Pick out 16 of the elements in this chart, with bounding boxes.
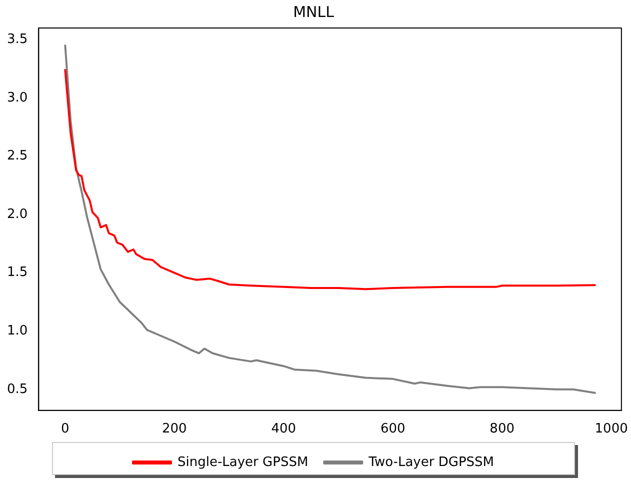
y-tick-label: 0.5 [6,382,28,397]
chart-title: MNLL [293,2,335,21]
y-tick-label: 3.0 [6,90,28,106]
legend-label: Two-Layer DGPSSM [368,454,494,470]
y-tick-label: 2.5 [6,148,28,164]
x-tick-label: 800 [490,422,514,437]
y-tick-label: 1.5 [6,265,28,280]
x-tick-label: 1000 [594,422,628,437]
y-tick-label: 2.0 [6,206,28,222]
y-tick-label: 3.5 [6,32,28,48]
x-tick-label: 0 [61,422,70,437]
x-tick-label: 200 [162,422,187,437]
x-tick-label: 400 [271,422,296,437]
x-tick-label: 600 [380,422,406,437]
legend-label: Single-Layer GPSSM [178,454,308,470]
y-tick-label: 1.0 [6,323,28,338]
